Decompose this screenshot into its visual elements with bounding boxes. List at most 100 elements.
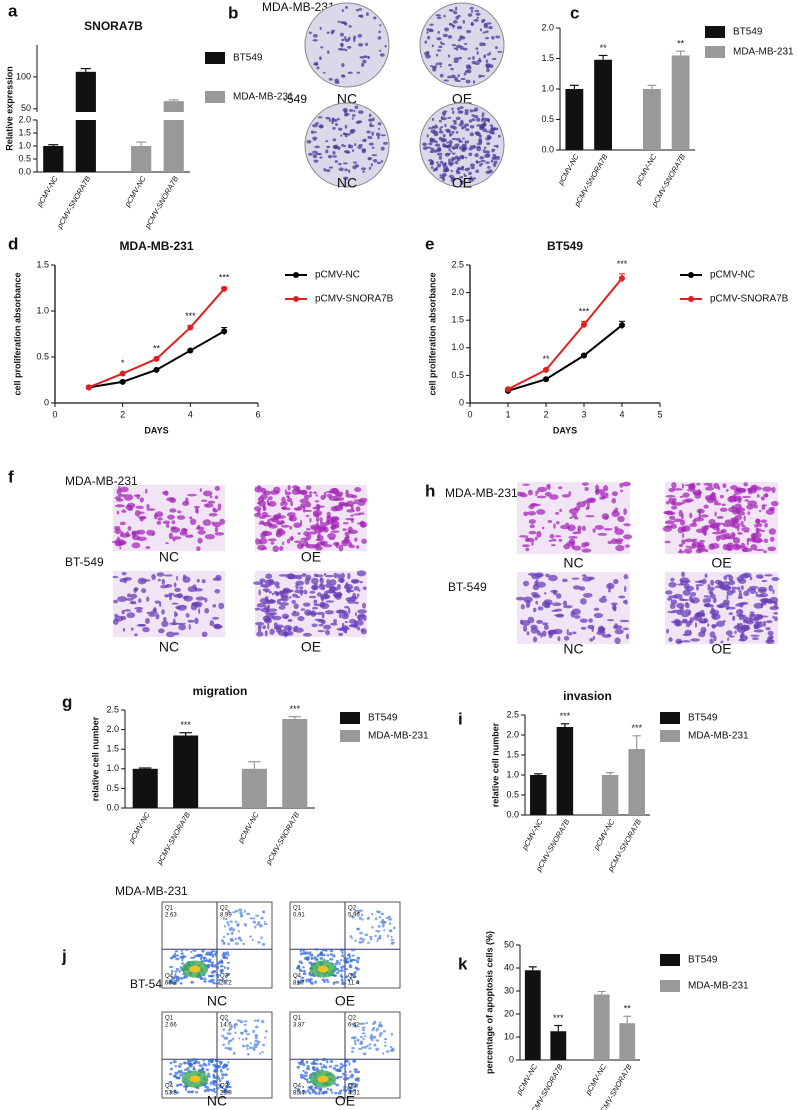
- cell: [334, 962, 338, 966]
- cell: [377, 925, 381, 928]
- cell: [712, 597, 717, 604]
- cell: [481, 19, 484, 23]
- cell: [759, 598, 769, 603]
- cell: [316, 533, 320, 540]
- cell: [668, 581, 677, 588]
- cell: [339, 1066, 343, 1070]
- cell: [258, 589, 261, 596]
- cell: [426, 28, 430, 32]
- cell: [757, 586, 768, 592]
- cell: [463, 72, 467, 76]
- cell: [334, 78, 340, 83]
- cell: [198, 954, 203, 958]
- x-tick-label: pCMV-NC: [633, 152, 659, 187]
- cell: [303, 1077, 307, 1080]
- cell: [257, 941, 261, 944]
- y-tick-label: 50: [21, 103, 31, 113]
- cell: [365, 12, 369, 16]
- cell: [560, 524, 569, 530]
- cell: [290, 535, 294, 542]
- cell: [333, 498, 341, 502]
- cell: [213, 521, 221, 528]
- cell: [497, 134, 501, 138]
- cell: [548, 539, 553, 542]
- cell: [198, 608, 201, 615]
- cell: [226, 966, 230, 970]
- cell: [730, 532, 736, 537]
- cell: [308, 493, 312, 498]
- cell: [224, 917, 228, 921]
- cell: [232, 911, 236, 914]
- cell: [141, 588, 147, 594]
- cell: [357, 609, 367, 614]
- quadrant-name: Q2: [348, 1016, 357, 1022]
- cell: [344, 531, 350, 537]
- cell: [579, 618, 588, 623]
- cell: [456, 47, 459, 52]
- bar: [241, 768, 267, 808]
- cell: [238, 908, 243, 912]
- cell: [362, 586, 367, 591]
- cell: [376, 939, 379, 943]
- cell: [371, 131, 374, 136]
- cell: [306, 528, 311, 531]
- cell: [451, 156, 456, 161]
- cell: [242, 1044, 246, 1048]
- y-tick-label: 10: [504, 1031, 514, 1041]
- cell: [589, 638, 594, 642]
- cell: [228, 927, 233, 931]
- cell: [519, 535, 529, 538]
- cell: [562, 605, 573, 609]
- cell: [768, 584, 773, 592]
- cell: [224, 1047, 228, 1050]
- cell: [356, 956, 361, 960]
- cell: [442, 138, 447, 143]
- cell: [379, 1024, 383, 1028]
- cell: [742, 614, 747, 622]
- cell: [469, 109, 474, 113]
- cell: [242, 942, 245, 946]
- significance: ***: [290, 704, 301, 714]
- cell: [214, 495, 219, 500]
- column-label: OE: [711, 555, 731, 571]
- cell: [733, 495, 742, 502]
- cell: [458, 56, 462, 60]
- panel-letter: k: [458, 954, 468, 973]
- cell: [442, 110, 448, 113]
- cell: [307, 152, 314, 156]
- y-tick-label: 0.0: [106, 802, 119, 812]
- cell: [719, 494, 724, 499]
- cell: [320, 495, 326, 500]
- cell: [146, 504, 150, 509]
- quadrant-name: Q1: [293, 1016, 302, 1022]
- cell: [314, 61, 319, 66]
- cell: [117, 596, 128, 602]
- cell: [456, 171, 461, 175]
- cell: [528, 519, 537, 524]
- cell: [172, 976, 176, 980]
- cell: [355, 1070, 361, 1074]
- y-tick-label: 100: [16, 71, 31, 81]
- cell: [175, 967, 179, 971]
- cell: [626, 633, 629, 640]
- cell: [176, 622, 186, 625]
- cell: [300, 608, 306, 611]
- y-tick-label: 1.5: [506, 749, 519, 759]
- cell: [607, 633, 611, 637]
- cell: [293, 522, 302, 529]
- cell: [316, 66, 320, 70]
- cell: [180, 527, 188, 534]
- cell: [255, 1025, 259, 1029]
- cell: [436, 49, 442, 52]
- cell: [176, 515, 186, 520]
- cell: [555, 535, 562, 538]
- cell: [544, 491, 552, 497]
- cell: [713, 482, 720, 489]
- cell: [194, 1091, 199, 1094]
- cell: [326, 31, 330, 34]
- cell: [465, 79, 471, 84]
- cell: [619, 482, 624, 488]
- cell: [347, 599, 356, 604]
- cell: [588, 576, 595, 581]
- cell: [332, 138, 337, 142]
